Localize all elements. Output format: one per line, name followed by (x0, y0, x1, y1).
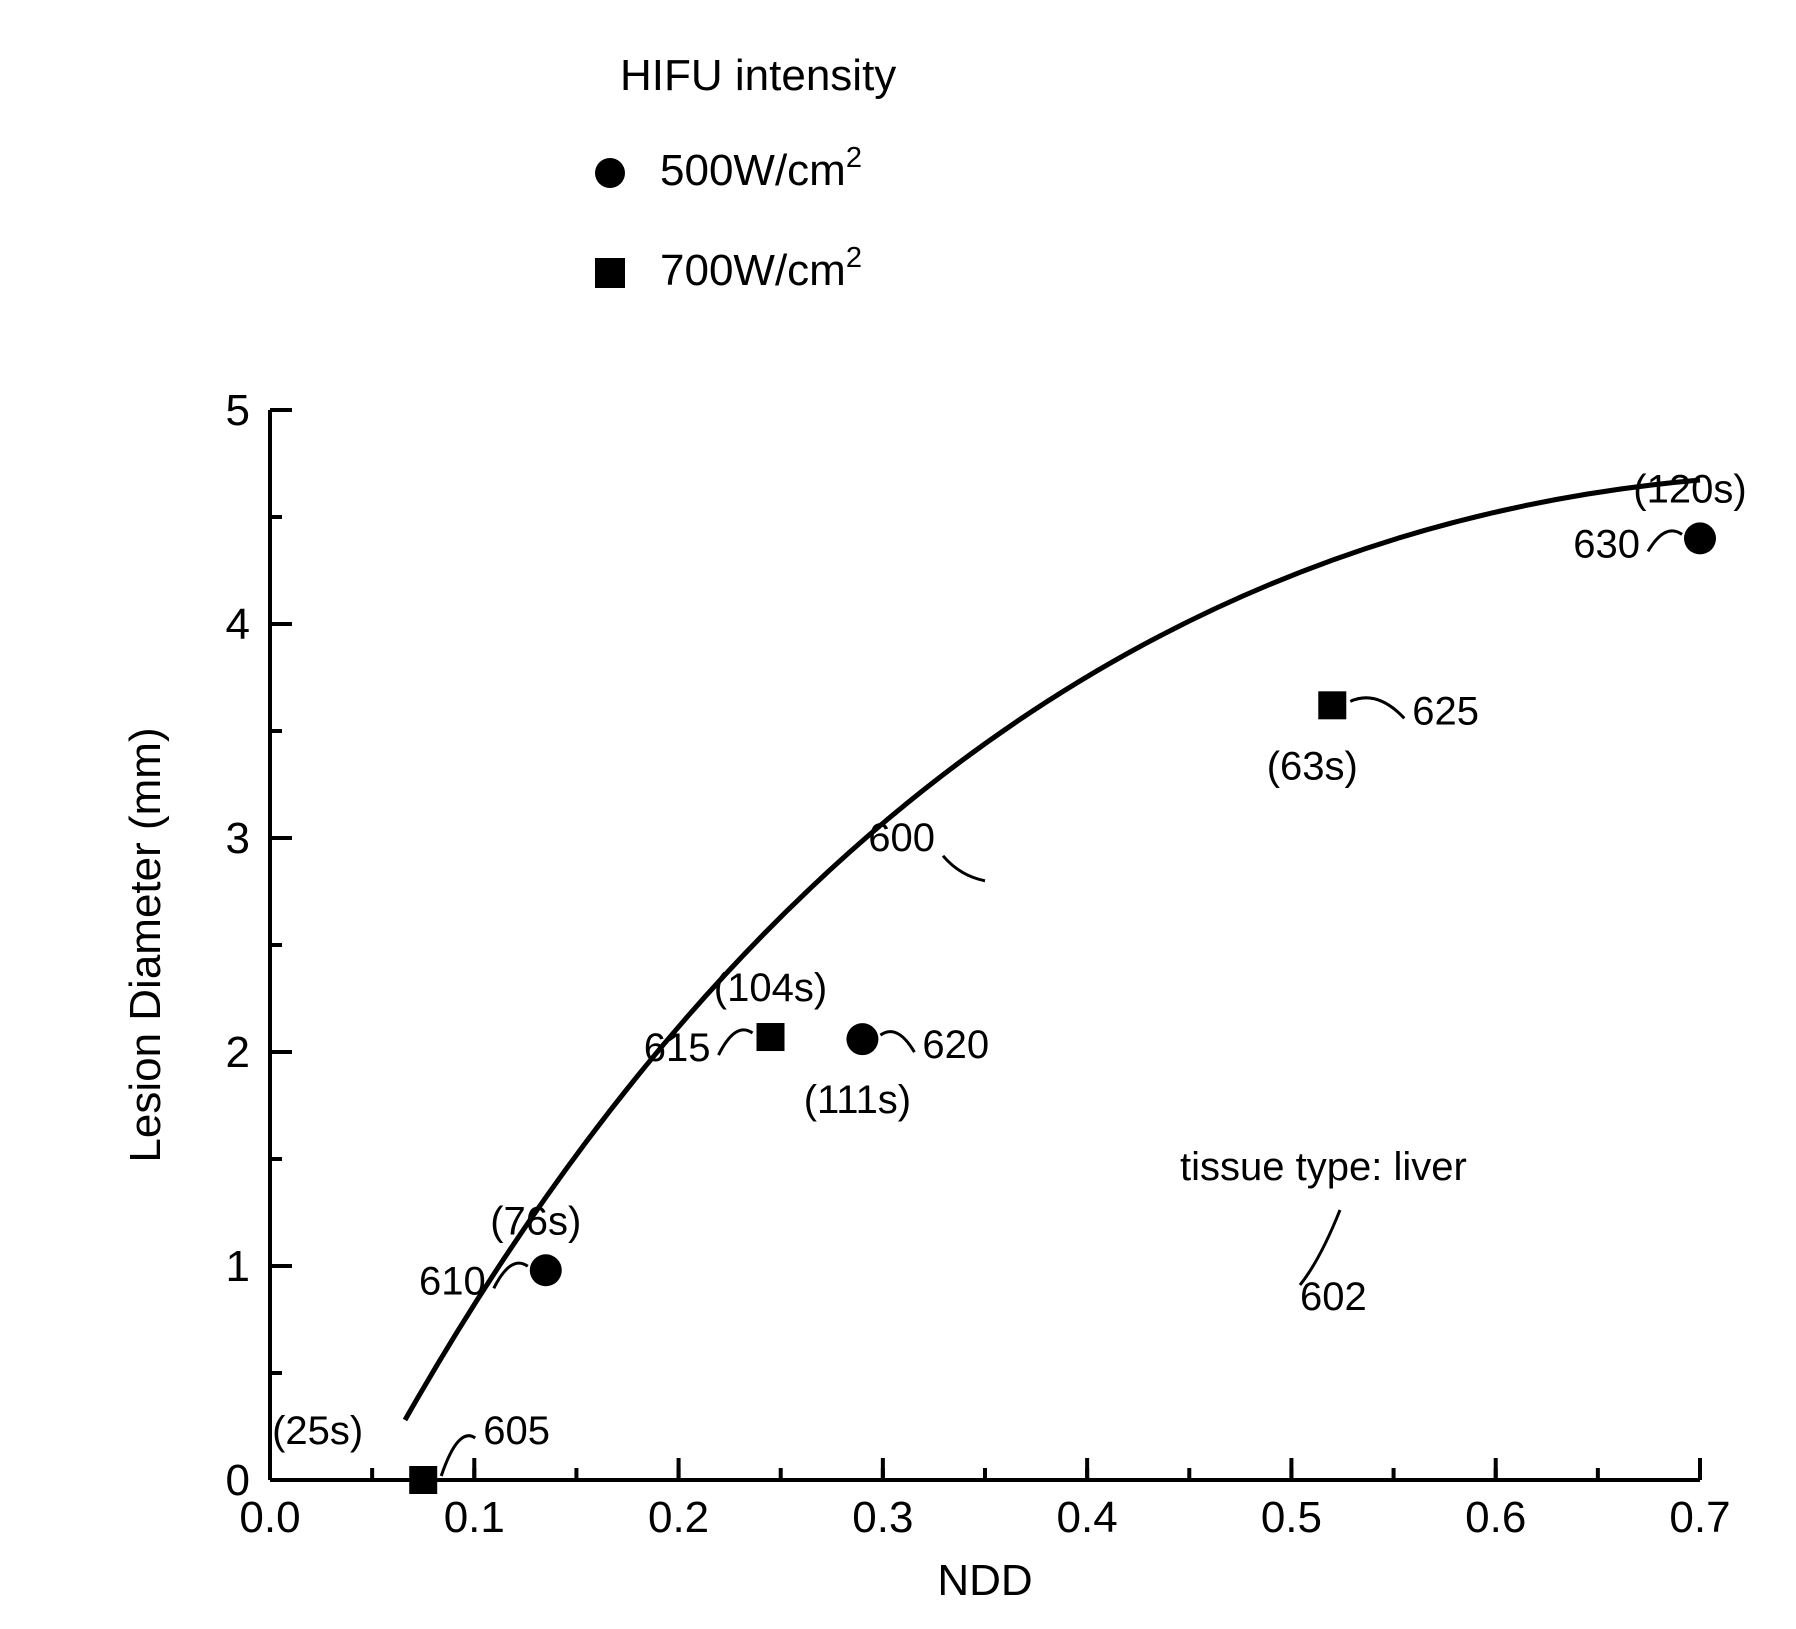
point-id-label: 625 (1412, 689, 1479, 733)
y-tick-label: 4 (226, 600, 250, 649)
point-time-label: (76s) (490, 1199, 581, 1243)
x-axis-label: NDD (937, 1556, 1032, 1605)
legend-marker-circle (595, 158, 625, 188)
point-id-label: 605 (483, 1409, 550, 1453)
point-id-label: 630 (1573, 522, 1640, 566)
x-tick-label: 0.1 (444, 1493, 505, 1542)
legend-title: HIFU intensity (620, 51, 896, 100)
legend-marker-square (595, 258, 625, 288)
data-point-circle (1684, 522, 1716, 554)
data-point-square (757, 1023, 785, 1051)
point-id-label: 610 (419, 1259, 486, 1303)
point-time-label: (120s) (1633, 467, 1746, 511)
y-tick-label: 0 (226, 1456, 250, 1505)
tissue-ref-label: 602 (1300, 1275, 1367, 1319)
y-axis-label: Lesion Diameter (mm) (121, 727, 170, 1162)
point-id-label: 615 (644, 1026, 711, 1070)
y-tick-label: 5 (226, 386, 250, 435)
y-tick-label: 1 (226, 1242, 250, 1291)
x-tick-label: 0.7 (1669, 1493, 1730, 1542)
chart-container: 0.00.10.20.30.40.50.60.7NDD012345Lesion … (0, 0, 1796, 1629)
data-point-circle (846, 1023, 878, 1055)
point-time-label: (104s) (714, 966, 827, 1010)
point-time-label: (111s) (804, 1078, 911, 1122)
point-time-label: (25s) (272, 1409, 363, 1453)
x-tick-label: 0.2 (648, 1493, 709, 1542)
legend-item-label: 500W/cm2 (660, 142, 862, 195)
point-id-label: 620 (922, 1023, 989, 1067)
data-point-square (409, 1466, 437, 1494)
data-point-square (1318, 691, 1346, 719)
data-point-circle (530, 1254, 562, 1286)
legend-item-label: 700W/cm2 (660, 242, 862, 295)
x-tick-label: 0.4 (1057, 1493, 1118, 1542)
point-time-label: (63s) (1267, 744, 1358, 788)
tissue-type-label: tissue type: liver (1180, 1145, 1467, 1189)
y-tick-label: 3 (226, 814, 250, 863)
scatter-chart: 0.00.10.20.30.40.50.60.7NDD012345Lesion … (0, 0, 1796, 1629)
x-tick-label: 0.3 (852, 1493, 913, 1542)
x-tick-label: 0.6 (1465, 1493, 1526, 1542)
curve-annotation: 600 (868, 816, 935, 860)
x-tick-label: 0.5 (1261, 1493, 1322, 1542)
y-tick-label: 2 (226, 1028, 250, 1077)
